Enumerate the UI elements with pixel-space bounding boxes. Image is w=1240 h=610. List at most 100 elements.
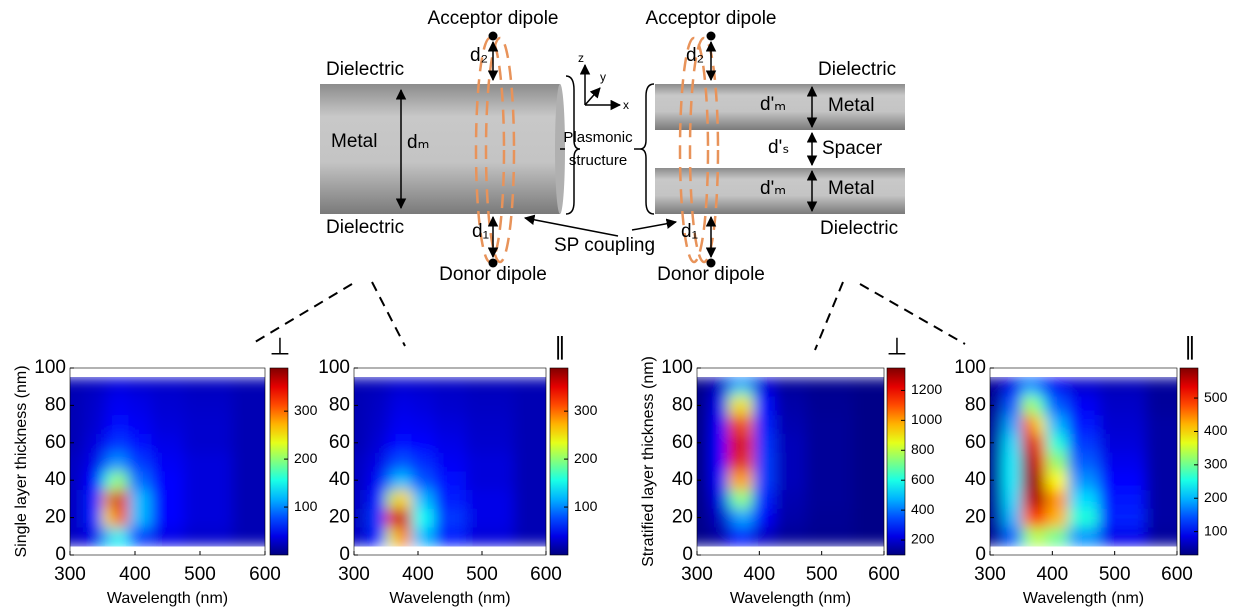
heat-cell xyxy=(1021,470,1032,491)
heat-cell xyxy=(411,377,435,389)
heat-cell xyxy=(1021,377,1032,389)
y-tick-label: 60 xyxy=(45,432,66,453)
heat-cell xyxy=(1046,396,1069,416)
colorbar xyxy=(269,367,289,556)
heat-cell xyxy=(852,489,884,509)
heat-cell xyxy=(1099,508,1147,528)
heat-cell xyxy=(128,433,152,453)
heat-cell xyxy=(118,433,129,453)
heat-cell xyxy=(128,396,152,416)
heat-cell xyxy=(1145,396,1177,416)
heat-cell xyxy=(852,433,884,453)
heat-cell xyxy=(395,526,403,547)
label: d₁ xyxy=(681,221,698,242)
heat-cell xyxy=(728,526,739,547)
heat-cell xyxy=(1099,526,1147,547)
heat-cell xyxy=(83,489,103,509)
heat-cell xyxy=(1046,377,1069,389)
heat-cell xyxy=(83,396,103,416)
heat-cell xyxy=(1046,526,1069,547)
label: d'ₘ xyxy=(760,178,786,199)
x-tick-label: 400 xyxy=(402,564,434,585)
heat-cell xyxy=(70,489,84,509)
heat-cell xyxy=(354,452,368,472)
heat-cell xyxy=(151,452,185,472)
heat-cell xyxy=(411,433,435,453)
heat-cell xyxy=(753,396,776,416)
heat-cell xyxy=(1046,508,1069,528)
heat-cell xyxy=(737,470,745,491)
heat-cell xyxy=(1145,526,1177,547)
heat-cell xyxy=(737,396,745,416)
heat-cell xyxy=(232,396,265,416)
colorbar-tick-label: 300 xyxy=(574,402,598,418)
y-tick-label: 0 xyxy=(55,544,66,565)
heat-cell xyxy=(1036,414,1047,434)
plot-frame xyxy=(69,367,266,556)
heat-cell xyxy=(434,414,467,434)
heat-cell xyxy=(83,508,103,528)
heat-cell xyxy=(990,396,1003,416)
heat-cell xyxy=(697,452,710,472)
heat-cell xyxy=(697,508,710,528)
heat-cell xyxy=(1030,396,1038,416)
heat-cell xyxy=(697,433,710,453)
heat-cell xyxy=(83,414,103,434)
colorbar-tick-label: 100 xyxy=(1204,522,1228,538)
heat-cell xyxy=(466,396,515,416)
x-tick-label: 600 xyxy=(1161,564,1193,585)
heat-cell xyxy=(1046,433,1069,453)
heat-cell xyxy=(402,396,413,416)
heat-cell xyxy=(852,377,884,389)
heat-cell xyxy=(366,377,387,389)
heat-cell xyxy=(753,489,776,509)
y-axis-label: Single layer thickness (nm) xyxy=(13,365,30,557)
heat-cell xyxy=(1021,508,1032,528)
y-tick-label: 20 xyxy=(672,507,693,528)
heat-cell xyxy=(83,452,103,472)
heat-cell xyxy=(743,489,754,509)
heat-cell xyxy=(386,508,397,528)
heat-cell xyxy=(806,377,854,389)
heat-cell xyxy=(232,526,265,547)
heat-cell xyxy=(118,396,129,416)
label: Acceptor dipole xyxy=(428,8,559,29)
heat-cell xyxy=(183,396,233,416)
heat-cell xyxy=(354,433,368,453)
heatmap-cells xyxy=(697,377,884,547)
heat-cell xyxy=(232,377,265,389)
y-tick-label: 100 xyxy=(318,357,350,378)
heat-cell xyxy=(83,526,103,547)
heat-cell xyxy=(1067,433,1100,453)
heat-cell xyxy=(411,508,435,528)
label: d₂ xyxy=(470,45,488,66)
colorbar-tick-label: 200 xyxy=(1204,489,1228,505)
heat-cell xyxy=(990,377,1003,389)
heat-cell xyxy=(386,470,397,491)
x-tick-label: 500 xyxy=(466,564,498,585)
heat-cell xyxy=(806,526,854,547)
heat-cell xyxy=(386,414,397,434)
heat-cell xyxy=(737,414,745,434)
heat-cell xyxy=(112,489,120,509)
heat-cell xyxy=(466,470,515,491)
zoom-lines xyxy=(254,281,966,351)
x-tick-label: 300 xyxy=(54,564,86,585)
heat-cell xyxy=(128,452,152,472)
polarization-symbol: ⊥ xyxy=(270,333,291,360)
label: d₂ xyxy=(686,45,704,66)
heat-cell xyxy=(102,414,113,434)
heat-cell xyxy=(70,470,84,491)
heat-cell xyxy=(151,396,185,416)
heat-cell xyxy=(83,377,103,389)
heat-cell xyxy=(1021,489,1032,509)
x-axis-label: Wavelength (nm) xyxy=(389,590,510,607)
heatmap xyxy=(697,377,884,547)
x-tick-label: 400 xyxy=(743,564,775,585)
colorbar-tick-label: 200 xyxy=(911,531,935,547)
heat-cell xyxy=(112,377,120,389)
heat-cell xyxy=(70,433,84,453)
heat-cell xyxy=(466,526,515,547)
heat-cell xyxy=(232,414,265,434)
heat-cell xyxy=(737,433,745,453)
